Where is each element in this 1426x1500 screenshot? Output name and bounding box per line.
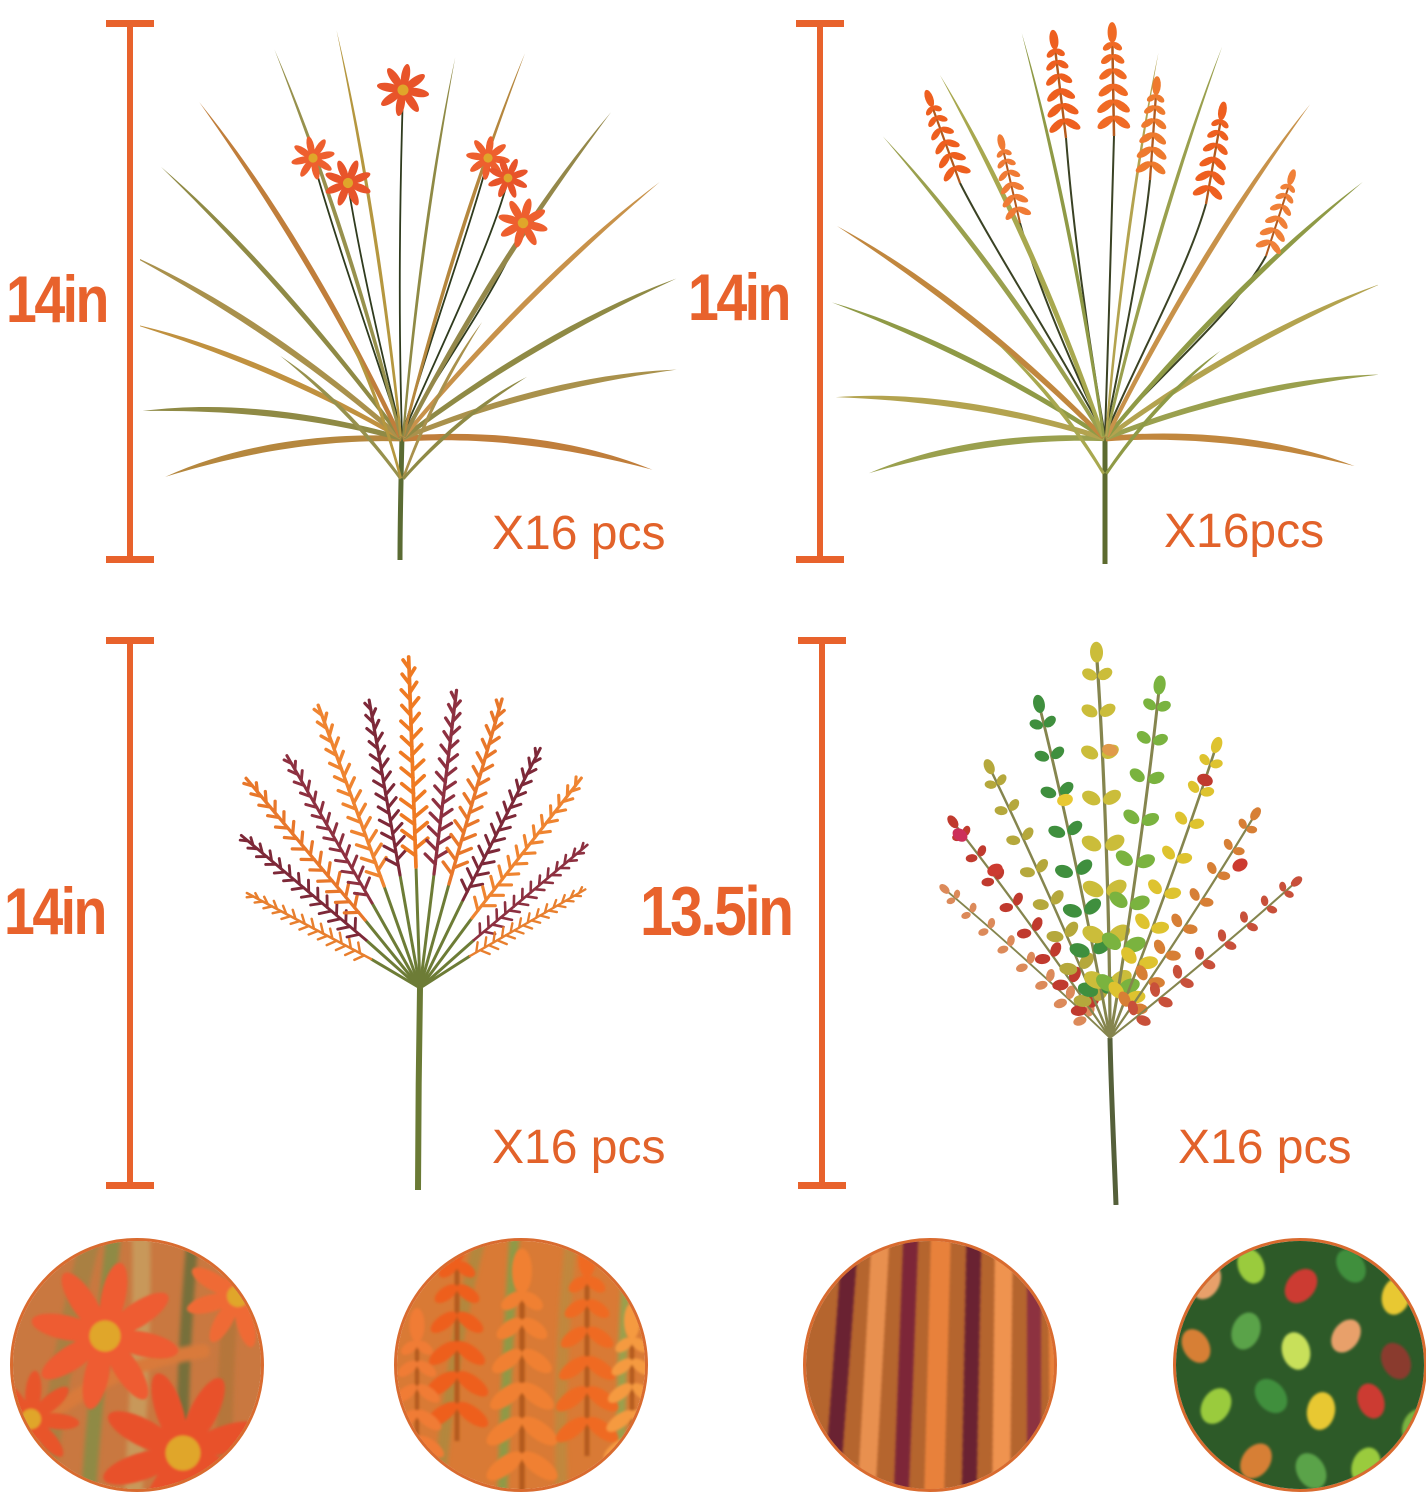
bracket-bottom-cap — [106, 1182, 154, 1189]
count-label-3: X16 pcs — [492, 1121, 666, 1174]
bracket-bottom-cap — [798, 1182, 846, 1189]
measure-bracket-1 — [106, 20, 154, 563]
height-label-2: 14in — [688, 260, 791, 334]
measure-bracket-4 — [798, 637, 846, 1189]
bracket-bottom-cap — [106, 556, 154, 563]
photo-autumn-eucalyptus-bush — [928, 639, 1314, 1205]
bracket-bottom-cap — [796, 556, 844, 563]
height-label-3: 14in — [4, 874, 107, 948]
bracket-line — [127, 637, 133, 1189]
photo-orange-foxtail-grass-bush — [831, 20, 1378, 564]
count-label-4: X16 pcs — [1178, 1121, 1352, 1174]
height-label-4: 13.5in — [640, 872, 794, 950]
height-label-1: 14in — [6, 262, 109, 336]
bracket-line — [817, 20, 823, 563]
measure-bracket-3 — [106, 637, 154, 1189]
detail-circle-foxtail-closeup — [394, 1238, 648, 1492]
bracket-line — [819, 637, 825, 1189]
bracket-line — [127, 20, 133, 563]
count-label-1: X16 pcs — [492, 507, 666, 560]
photo-orange-burgundy-heather-bush — [233, 654, 595, 1191]
detail-circle-eucalyptus-closeup — [1173, 1238, 1426, 1492]
photo-orange-daisy-grass-bush — [140, 27, 677, 561]
measure-bracket-2 — [796, 20, 844, 563]
count-label-2: X16pcs — [1164, 505, 1325, 558]
detail-circle-daisy-closeup — [10, 1238, 264, 1492]
detail-circle-heather-closeup — [803, 1238, 1057, 1492]
